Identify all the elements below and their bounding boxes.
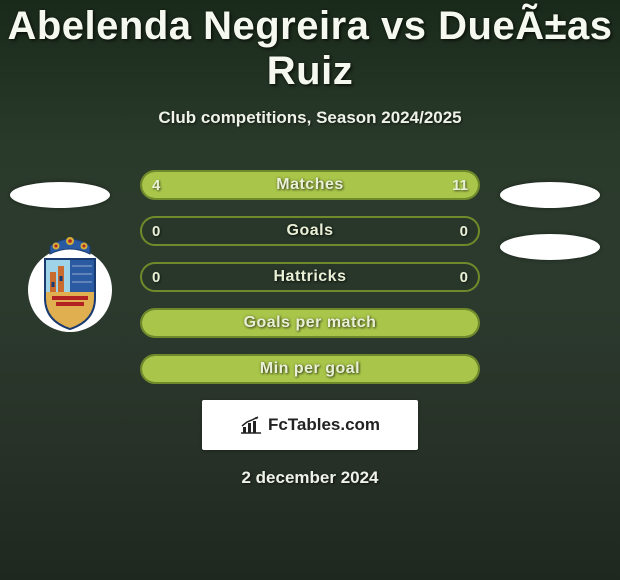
- bar-label: Hattricks: [142, 264, 478, 290]
- page-title: Abelenda Negreira vs DueÃ±as Ruiz: [0, 0, 620, 94]
- date-line: 2 december 2024: [0, 468, 620, 488]
- bar-row-goals-per-match: Goals per match: [140, 308, 480, 338]
- bars-container: 4 Matches 11 0 Goals 0 0 Hattricks 0 Goa…: [140, 170, 480, 384]
- player-right-ellipse-1: [500, 182, 600, 208]
- player-left-ellipse-1: [10, 182, 110, 208]
- bar-row-matches: 4 Matches 11: [140, 170, 480, 200]
- watermark-label: FcTables.com: [268, 415, 380, 435]
- watermark: FcTables.com: [202, 400, 418, 450]
- bar-label: Min per goal: [142, 356, 478, 382]
- bar-chart-icon: [240, 416, 262, 434]
- bar-label: Goals per match: [142, 310, 478, 336]
- bar-value-right: 0: [460, 264, 468, 290]
- comparison-chart: 4 Matches 11 0 Goals 0 0 Hattricks 0 Goa…: [0, 170, 620, 488]
- player-right-ellipse-2: [500, 234, 600, 260]
- club-crest-left: [28, 236, 112, 332]
- bar-label: Goals: [142, 218, 478, 244]
- bar-value-right: 11: [452, 172, 468, 198]
- bar-row-hattricks: 0 Hattricks 0: [140, 262, 480, 292]
- bar-label: Matches: [142, 172, 478, 198]
- bar-row-goals: 0 Goals 0: [140, 216, 480, 246]
- bar-row-min-per-goal: Min per goal: [140, 354, 480, 384]
- bar-value-right: 0: [460, 218, 468, 244]
- subtitle: Club competitions, Season 2024/2025: [0, 108, 620, 128]
